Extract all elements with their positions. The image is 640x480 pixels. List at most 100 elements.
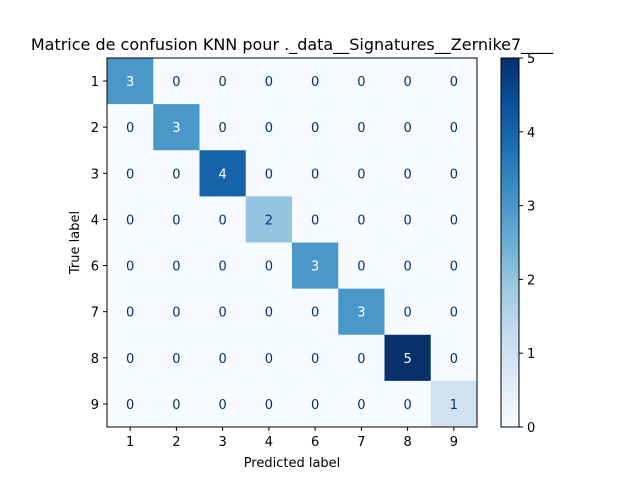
colorbar-tick-label: 2 — [527, 273, 535, 288]
matrix-cell — [292, 380, 339, 428]
matrix-cell — [107, 196, 154, 243]
cell-value-label: 3 — [357, 306, 365, 321]
chart-title: Matrice de confusion KNN pour ._data__Si… — [31, 35, 554, 55]
matrix-cell — [153, 150, 200, 197]
y-tick-label: 1 — [91, 75, 99, 90]
cell-value-label: 0 — [126, 121, 134, 136]
matrix-cell — [199, 380, 247, 428]
matrix-cell — [245, 196, 293, 243]
cell-value-label: 0 — [450, 352, 458, 367]
cell-value-label: 0 — [126, 398, 134, 413]
cell-value-label: 4 — [218, 167, 226, 182]
colorbar-ticks: 0 1 2 3 4 5 — [519, 52, 535, 436]
cell-value-label: 0 — [450, 306, 458, 321]
matrix-cell — [384, 334, 432, 382]
cell-value-label: 0 — [172, 213, 180, 228]
cell-value-label: 0 — [311, 75, 319, 90]
cell-value-label: 0 — [357, 213, 365, 228]
cell-value-label: 0 — [172, 260, 180, 275]
matrix-cell — [338, 288, 385, 336]
x-tick-label: 6 — [311, 435, 319, 450]
matrix-cell — [153, 288, 200, 336]
cell-value-label: 0 — [218, 398, 226, 413]
matrix-cell — [199, 58, 247, 105]
cell-value-label: 0 — [403, 306, 411, 321]
cell-value-label: 0 — [265, 75, 273, 90]
cell-value-label: 0 — [218, 260, 226, 275]
matrix-cell — [245, 242, 293, 290]
cell-value-label: 0 — [265, 121, 273, 136]
x-axis-ticks: 1 2 3 4 6 7 8 9 — [126, 427, 458, 450]
cell-value-label: 5 — [403, 352, 411, 367]
cell-value-label: 0 — [126, 306, 134, 321]
matrix-cell — [153, 334, 200, 382]
matrix-cell — [338, 380, 385, 428]
cell-value-label: 0 — [357, 75, 365, 90]
plot-frame — [106, 57, 478, 428]
cell-value-label: 0 — [172, 167, 180, 182]
matrix-cell — [292, 196, 339, 243]
cell-value-label: 0 — [311, 213, 319, 228]
matrix-cell — [338, 58, 385, 105]
matrix-cell — [153, 380, 200, 428]
matrix-cell — [430, 242, 478, 290]
matrix-cell — [245, 334, 293, 382]
matrix-cell — [384, 104, 432, 151]
matrix-cell — [292, 288, 339, 336]
matrix-cell — [107, 334, 154, 382]
colorbar-tick-label: 3 — [527, 200, 535, 215]
colorbar-tick-label: 1 — [527, 347, 535, 362]
x-tick-label: 2 — [172, 435, 180, 450]
x-tick-label: 8 — [403, 435, 411, 450]
colorbar-tick-label: 0 — [527, 421, 535, 436]
matrix-cell — [245, 58, 293, 105]
matrix-cell — [430, 196, 478, 243]
matrix-cell — [384, 288, 432, 336]
matrix-cell — [199, 288, 247, 336]
x-tick-label: 4 — [265, 435, 273, 450]
colorbar — [500, 57, 520, 428]
cell-value-label: 0 — [172, 352, 180, 367]
cell-value-label: 0 — [450, 260, 458, 275]
cell-value-label: 0 — [403, 121, 411, 136]
cell-value-label: 0 — [450, 75, 458, 90]
cell-value-label: 0 — [403, 398, 411, 413]
cell-value-label: 0 — [126, 260, 134, 275]
matrix-cell — [107, 104, 154, 151]
x-tick-label: 9 — [450, 435, 458, 450]
matrix-cell — [338, 150, 385, 197]
matrix-cell — [153, 242, 200, 290]
cell-value-label: 0 — [311, 352, 319, 367]
cell-value-label: 0 — [172, 75, 180, 90]
y-tick-label: 9 — [91, 398, 99, 413]
cell-value-label: 0 — [265, 167, 273, 182]
y-tick-label: 7 — [91, 306, 99, 321]
cell-value-label: 0 — [265, 352, 273, 367]
cell-value-label: 0 — [265, 306, 273, 321]
cell-value-label: 0 — [218, 121, 226, 136]
matrix-cell — [107, 242, 154, 290]
matrix-cell — [292, 242, 339, 290]
y-tick-label: 2 — [91, 121, 99, 136]
y-tick-label: 6 — [91, 260, 99, 275]
matrix-cell — [153, 58, 200, 105]
matrix-cells: 3 0 0 0 0 0 0 0 0 3 0 0 0 0 0 0 0 0 4 0 0 0 0 0 0 0 0 2 0 0 0 0 0 0 0 0 3 0 0 0… — [107, 58, 478, 428]
cell-value-label: 0 — [218, 75, 226, 90]
cell-value-label: 0 — [403, 75, 411, 90]
matrix-cell — [107, 150, 154, 197]
matrix-cell — [107, 288, 154, 336]
matrix-cell — [199, 196, 247, 243]
matrix-cell — [153, 104, 200, 151]
cell-value-label: 0 — [126, 167, 134, 182]
cell-value-label: 1 — [450, 398, 458, 413]
x-tick-label: 3 — [218, 435, 226, 450]
cell-value-label: 3 — [172, 121, 180, 136]
x-axis-label: Predicted label — [244, 456, 341, 471]
matrix-cell — [199, 334, 247, 382]
cell-value-label: 0 — [357, 260, 365, 275]
matrix-cell — [430, 104, 478, 151]
y-axis-ticks: 1 2 3 4 6 7 8 9 — [91, 75, 107, 413]
matrix-cell — [107, 58, 154, 105]
x-tick-label: 1 — [126, 435, 134, 450]
